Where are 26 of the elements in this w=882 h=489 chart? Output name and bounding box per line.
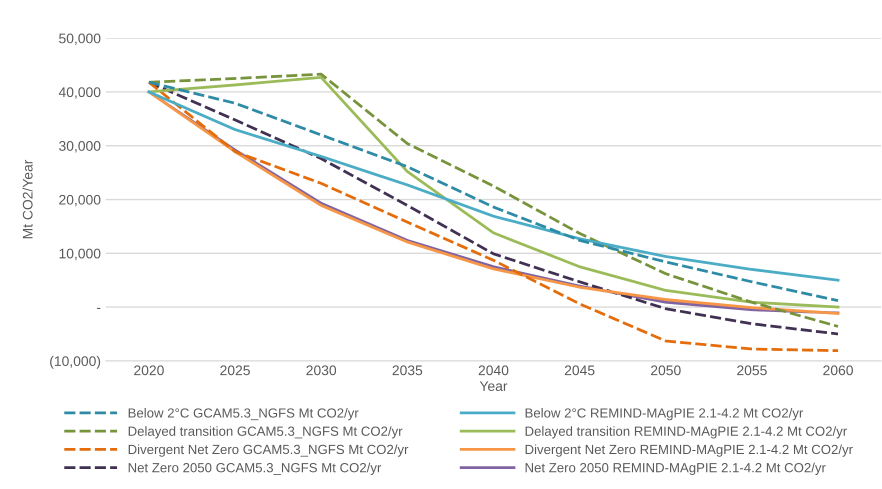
x-tick-label: 2045 <box>564 365 594 376</box>
legend-label: Divergent Net Zero GCAM5.3_NGFS Mt CO2/yr <box>128 444 408 457</box>
y-tick-label: 50,000 <box>59 33 100 45</box>
legend-label: Delayed transition GCAM5.3_NGFS Mt CO2/yr <box>128 426 402 438</box>
y-tick-label: (10,000) <box>50 356 100 369</box>
y-tick-label: 10,000 <box>60 248 100 260</box>
legend-label: Net Zero 2050 REMIND-MAgPIE 2.1-4.2 Mt CO2/yr <box>526 462 826 475</box>
legend-label: Net Zero 2050 GCAM5.3_NGFS Mt CO2/yr <box>128 462 382 475</box>
x-tick-label: 2050 <box>651 365 681 376</box>
legend-label: Delayed transition REMIND-MAgPIE 2.1-4.2 Mt CO2/yr <box>526 426 847 438</box>
x-tick-label: 2025 <box>220 365 250 376</box>
y-tick-label: 40,000 <box>58 87 100 99</box>
y-tick-label: - <box>96 308 100 309</box>
x-tick-label: 2020 <box>134 365 164 376</box>
x-tick-label: 2040 <box>478 365 508 376</box>
y-tick-label: 20,000 <box>59 194 100 206</box>
x-tick-label: 2035 <box>392 365 422 376</box>
x-tick-label: 2030 <box>306 365 336 376</box>
legend-label: Below 2°C GCAM5.3_NGFS Mt CO2/yr <box>128 408 358 420</box>
y-tick-label: 30,000 <box>59 141 100 153</box>
x-tick-label: 2060 <box>823 365 853 376</box>
legend-label: Below 2°C REMIND-MAgPIE 2.1-4.2 Mt CO2/yr <box>526 408 804 420</box>
legend-label: Divergent Net Zero REMIND-MAgPIE 2.1-4.2 Mt CO2/yr <box>526 444 853 457</box>
x-tick-label: 2055 <box>737 365 767 376</box>
y-axis-title: Mt CO2/Year <box>22 160 33 238</box>
x-axis-title: Year <box>480 381 508 392</box>
